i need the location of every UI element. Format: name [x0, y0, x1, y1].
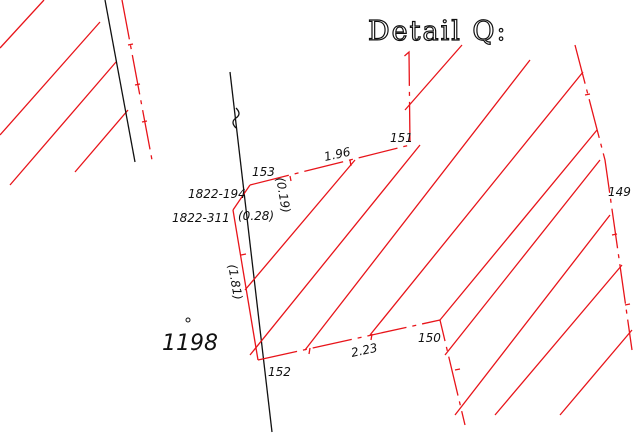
parcel-hatch	[244, 44, 633, 416]
lot-label: 1822-194	[188, 187, 246, 201]
distance-label: (0.19)	[273, 176, 293, 214]
point-label: 152	[268, 365, 291, 379]
road-line	[229, 71, 273, 433]
distance-label: (1.81)	[225, 263, 245, 301]
title: Detail Q:	[368, 16, 508, 47]
distance-label: 1.96	[323, 145, 352, 164]
point-label: 149	[608, 185, 631, 199]
lot-number: 1198	[162, 331, 218, 356]
lot-label: 1822-311	[172, 211, 230, 225]
parcel	[232, 44, 633, 426]
left-road-line	[104, 0, 136, 163]
point-label: 151	[390, 131, 413, 145]
left-hatch	[0, 0, 129, 186]
distance-label: (0.28)	[238, 209, 274, 223]
point-label: 153	[252, 165, 275, 179]
left-boundary	[121, 0, 153, 161]
point-label: 150	[418, 331, 441, 345]
distance-label: 2.23	[350, 341, 379, 360]
break-symbol	[232, 107, 240, 129]
lot-marker	[185, 317, 191, 323]
